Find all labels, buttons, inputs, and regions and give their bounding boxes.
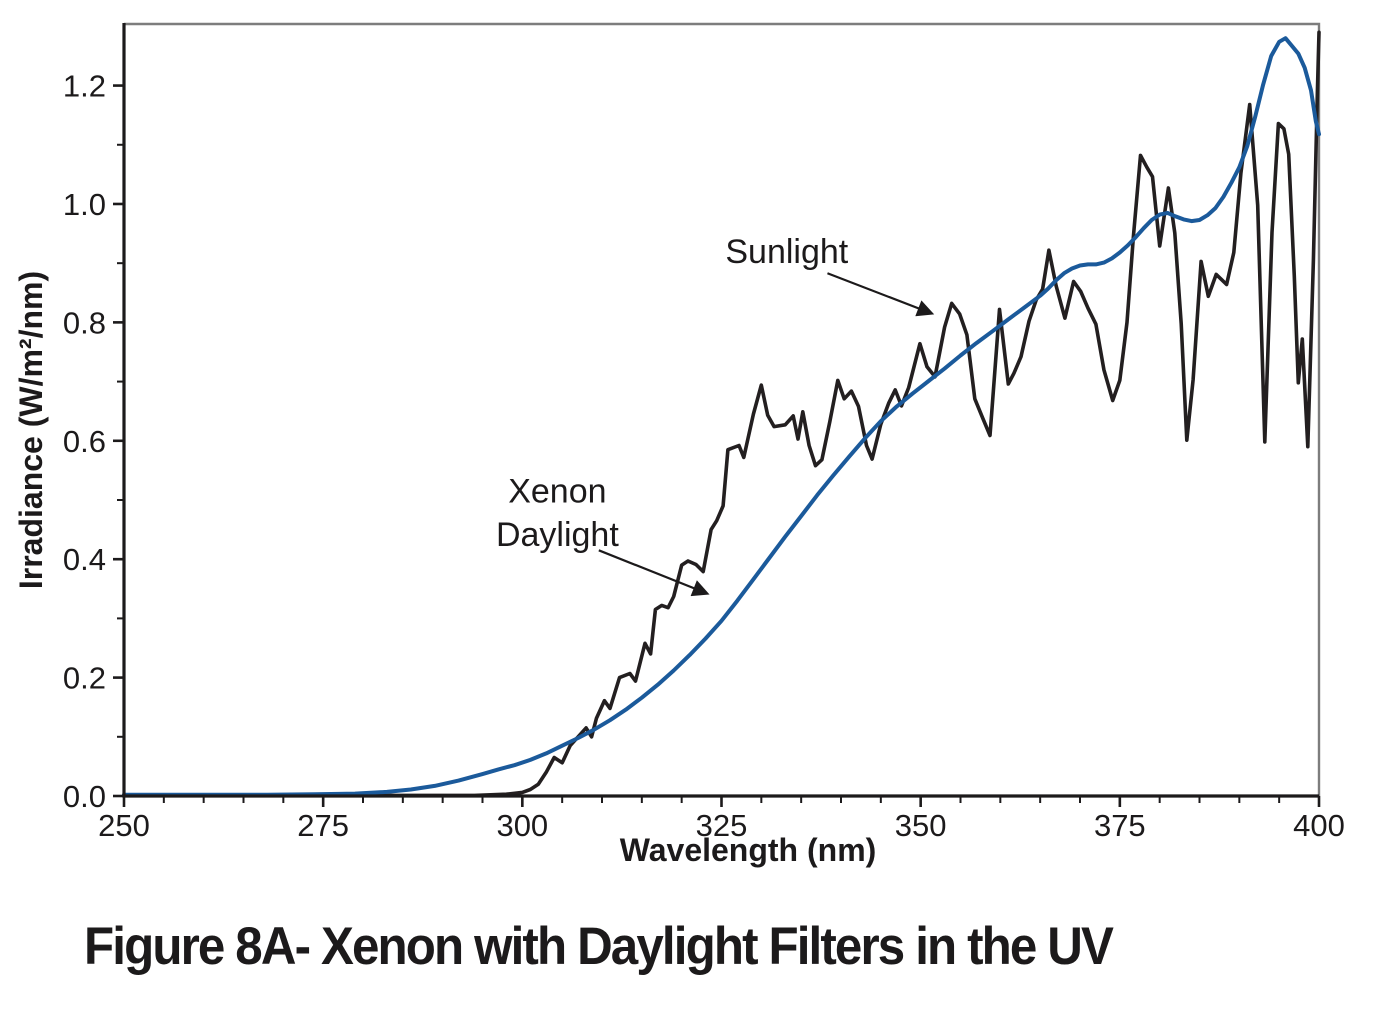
y-axis-tick-label: 0.4: [63, 542, 106, 577]
x-axis-title: Wavelength (nm): [620, 832, 877, 868]
x-axis-tick-label: 300: [496, 808, 548, 843]
y-axis-tick-label: 0.8: [63, 305, 106, 340]
y-axis-tick-label: 1.0: [63, 187, 106, 222]
sunlight-line: [122, 30, 1321, 798]
y-axis-tick-label: 0.6: [63, 424, 106, 459]
y-axis-tick-label: 0.2: [63, 661, 106, 696]
y-axis-tick-label: 0.0: [63, 779, 106, 814]
sunlight-annotation-arrow: [827, 272, 935, 317]
x-axis-tick-label: 250: [98, 808, 150, 843]
x-axis-tick-label: 350: [895, 808, 947, 843]
figure-caption: Figure 8A- Xenon with Daylight Filters i…: [84, 917, 1114, 976]
annotations: Sunlight Xenon Daylight: [496, 233, 935, 597]
x-axis-tick-label: 375: [1094, 808, 1146, 843]
xenon-daylight-annotation-label: Xenon: [508, 472, 606, 510]
y-axis-tick-label: 1.2: [63, 69, 106, 104]
axes: 250 275 300 325 350 375 400 0.0 0.2 0.4 0.6 0.8 1.0 1…: [13, 23, 1345, 868]
sunlight-annotation-label: Sunlight: [725, 233, 848, 271]
x-axis-tick-label: 400: [1293, 808, 1345, 843]
xenon-daylight-line: [122, 36, 1321, 797]
plot-frame: [124, 22, 1321, 796]
y-axis-title: Irradiance (W/m²/nm): [13, 271, 49, 589]
x-axis-tick-label: 275: [297, 808, 349, 843]
x-axis-tick-label: 325: [696, 808, 748, 843]
xenon-daylight-annotation-label: Daylight: [496, 516, 619, 554]
xenon-daylight-annotation-arrow: [598, 549, 710, 597]
spectral-irradiance-chart: 250 275 300 325 350 375 400 0.0 0.2 0.4 0.6 0.8 1.0 1…: [13, 22, 1345, 868]
frame-top-right-border: [124, 22, 1321, 796]
series-lines: [122, 30, 1321, 798]
